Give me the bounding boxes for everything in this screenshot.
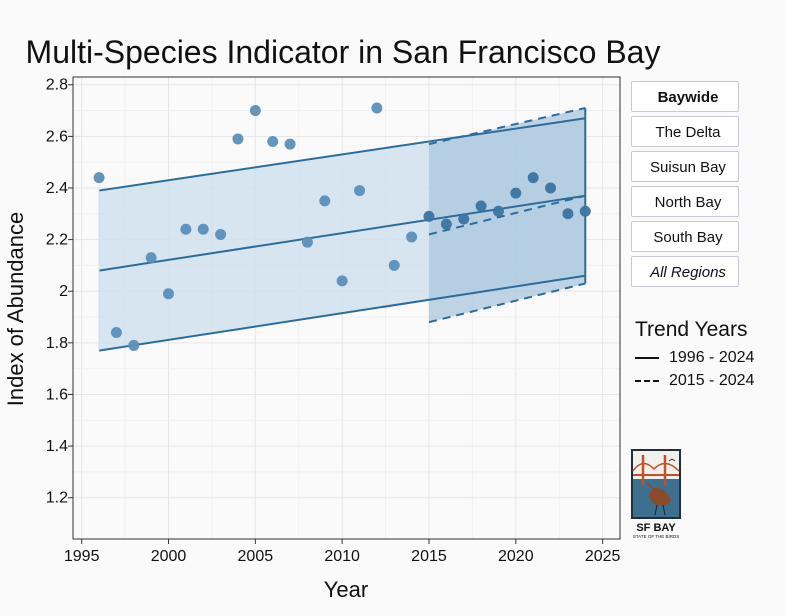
data-point xyxy=(249,105,261,117)
y-tick-label: 2.2 xyxy=(46,232,68,249)
plot-frame xyxy=(72,76,621,540)
y-tick-label: 2 xyxy=(59,283,68,300)
trend-upper-line xyxy=(428,106,586,146)
region-button-the-delta[interactable]: The Delta xyxy=(631,116,739,147)
region-button-suisun-bay[interactable]: Suisun Bay xyxy=(631,151,739,182)
data-point xyxy=(180,223,192,235)
y-tick-label: 1.8 xyxy=(46,335,68,352)
data-point xyxy=(562,208,574,220)
logo-title: SF BAY xyxy=(636,522,676,534)
y-axis-label: Index of Abundance xyxy=(3,212,28,407)
region-button-north-bay[interactable]: North Bay xyxy=(631,186,739,217)
data-point xyxy=(232,133,244,145)
x-tick-label: 2005 xyxy=(238,548,274,565)
data-point xyxy=(545,182,557,194)
axis-ticks: 1995 2000 2005 2010 2015 2020 2025 1.2 1.4 1.6 1.8… xyxy=(46,77,621,565)
legend-label: 2015 - 2024 xyxy=(669,371,755,389)
data-point xyxy=(301,236,313,248)
data-point xyxy=(440,218,452,230)
logo-subtitle: STATE OF THE BIRDS xyxy=(633,534,680,539)
data-point xyxy=(215,228,227,240)
data-point xyxy=(354,185,366,197)
region-button-baywide[interactable]: Baywide xyxy=(631,81,739,112)
data-point xyxy=(527,172,539,184)
data-point xyxy=(579,205,591,217)
data-point xyxy=(284,138,296,150)
y-tick-label: 2.8 xyxy=(46,77,68,94)
x-axis-label: Year xyxy=(324,577,368,602)
confidence-band-recent xyxy=(428,107,586,323)
trend-lower-line xyxy=(98,274,586,352)
region-button-south-bay[interactable]: South Bay xyxy=(631,221,739,252)
y-tick-label: 1.6 xyxy=(46,386,68,403)
data-point xyxy=(110,327,122,339)
data-point xyxy=(163,288,175,300)
data-point xyxy=(510,187,522,199)
x-tick-label: 2020 xyxy=(498,548,534,565)
confidence-bands xyxy=(99,107,586,351)
x-tick-label: 2010 xyxy=(324,548,360,565)
data-point xyxy=(492,205,504,217)
data-point xyxy=(145,252,157,264)
data-point xyxy=(423,210,435,222)
chart-title: Multi-Species Indicator in San Francisco… xyxy=(26,34,661,70)
legend-title: Trend Years xyxy=(635,318,748,341)
data-point xyxy=(388,259,400,271)
y-tick-label: 2.4 xyxy=(46,180,68,197)
data-point xyxy=(128,339,140,351)
x-tick-label: 1995 xyxy=(64,548,100,565)
trend-lines xyxy=(98,106,587,352)
data-points xyxy=(93,102,591,351)
data-point xyxy=(319,195,331,207)
golden-gate-bridge-bird-icon: SF BAY STATE OF THE BIRDS xyxy=(631,449,681,539)
x-tick-label: 2015 xyxy=(411,548,447,565)
region-button-all-regions[interactable]: All Regions xyxy=(631,256,739,287)
y-tick-label: 2.6 xyxy=(46,128,68,145)
y-tick-label: 1.4 xyxy=(46,438,68,455)
legend-item-long-trend: 1996 - 2024 xyxy=(635,346,754,369)
data-point xyxy=(371,102,383,114)
data-point xyxy=(406,231,418,243)
legend-label: 1996 - 2024 xyxy=(669,348,755,366)
data-point xyxy=(197,223,209,235)
data-point xyxy=(458,213,470,225)
data-point xyxy=(475,200,487,212)
data-point xyxy=(267,136,279,148)
x-tick-label: 2000 xyxy=(151,548,187,565)
trend-legend: Trend Years 1996 - 2024 2015 - 2024 xyxy=(635,318,754,392)
solid-line-icon xyxy=(635,356,659,359)
sf-bay-logo: SF BAY STATE OF THE BIRDS xyxy=(631,449,681,544)
trend-upper-line xyxy=(98,117,586,192)
dashed-line-icon xyxy=(635,379,659,382)
data-point xyxy=(336,275,348,287)
x-tick-label: 2025 xyxy=(585,548,621,565)
data-point xyxy=(93,172,105,184)
y-tick-label: 1.2 xyxy=(46,490,68,507)
trend-fit-line xyxy=(98,194,586,272)
legend-item-recent-trend: 2015 - 2024 xyxy=(635,369,754,392)
